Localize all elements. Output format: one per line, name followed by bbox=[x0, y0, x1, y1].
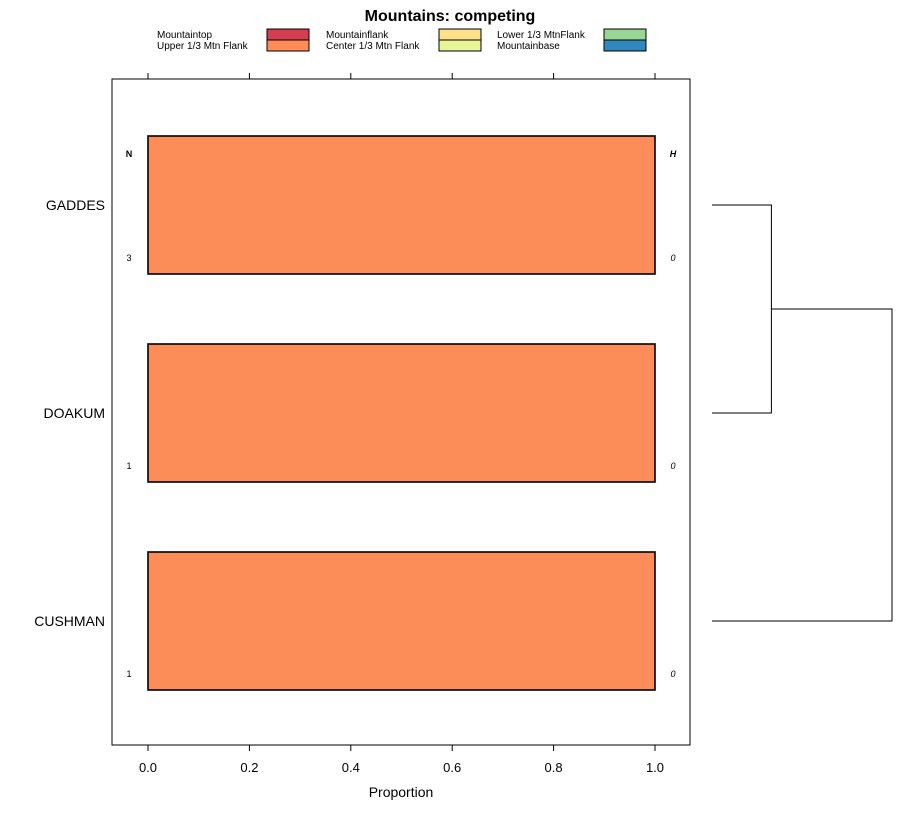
n-value: 3 bbox=[126, 253, 131, 263]
h-value: 0 bbox=[670, 253, 675, 263]
x-tick-label: 0.2 bbox=[240, 760, 258, 775]
h-value: 0 bbox=[670, 461, 675, 471]
bar-segment bbox=[147, 135, 656, 275]
x-axis: 0.0 0.2 0.4 0.6 0.8 1.0 bbox=[139, 745, 664, 775]
chart-title: Mountains: competing bbox=[365, 8, 536, 25]
h-column-header: H bbox=[670, 149, 677, 159]
legend-swatch bbox=[266, 28, 310, 41]
x-tick-label: 0.0 bbox=[139, 760, 157, 775]
category-label: CUSHMAN bbox=[34, 613, 105, 629]
category-label: DOAKUM bbox=[44, 405, 105, 421]
plot-panel bbox=[111, 78, 691, 746]
bar-segment bbox=[147, 551, 656, 691]
dendrogram bbox=[712, 204, 893, 622]
x-tick-label: 0.4 bbox=[342, 760, 360, 775]
legend-label: Lower 1/3 MtnFlank bbox=[497, 30, 586, 41]
dendrogram-branch bbox=[712, 308, 893, 622]
top-axis-ticks bbox=[147, 73, 656, 79]
x-tick-label: 0.6 bbox=[443, 760, 461, 775]
legend-label: Center 1/3 Mtn Flank bbox=[326, 41, 420, 52]
legend-label: Mountainbase bbox=[497, 41, 560, 52]
legend-label: Mountainflank bbox=[326, 30, 389, 41]
legend-swatch bbox=[603, 28, 647, 41]
legend-label: Upper 1/3 Mtn Flank bbox=[157, 41, 249, 52]
n-value: 1 bbox=[126, 669, 131, 679]
x-tick-label: 0.8 bbox=[545, 760, 563, 775]
legend-label: Mountaintop bbox=[157, 30, 212, 41]
x-tick-label: 1.0 bbox=[646, 760, 664, 775]
bar-segment bbox=[147, 343, 656, 483]
legend-swatch bbox=[438, 39, 482, 52]
h-value: 0 bbox=[670, 669, 675, 679]
legend-swatch bbox=[266, 39, 310, 52]
legend-swatch bbox=[438, 28, 482, 41]
n-column-header: N bbox=[126, 149, 133, 159]
dendrogram-branch bbox=[712, 204, 772, 414]
x-axis-label: Proportion bbox=[369, 784, 434, 800]
bars: GADDES 3 0 DOAKUM 1 0 CUSHMAN 1 0 bbox=[34, 135, 676, 691]
category-label: GADDES bbox=[46, 197, 105, 213]
n-value: 1 bbox=[126, 461, 131, 471]
legend-swatch bbox=[603, 39, 647, 52]
